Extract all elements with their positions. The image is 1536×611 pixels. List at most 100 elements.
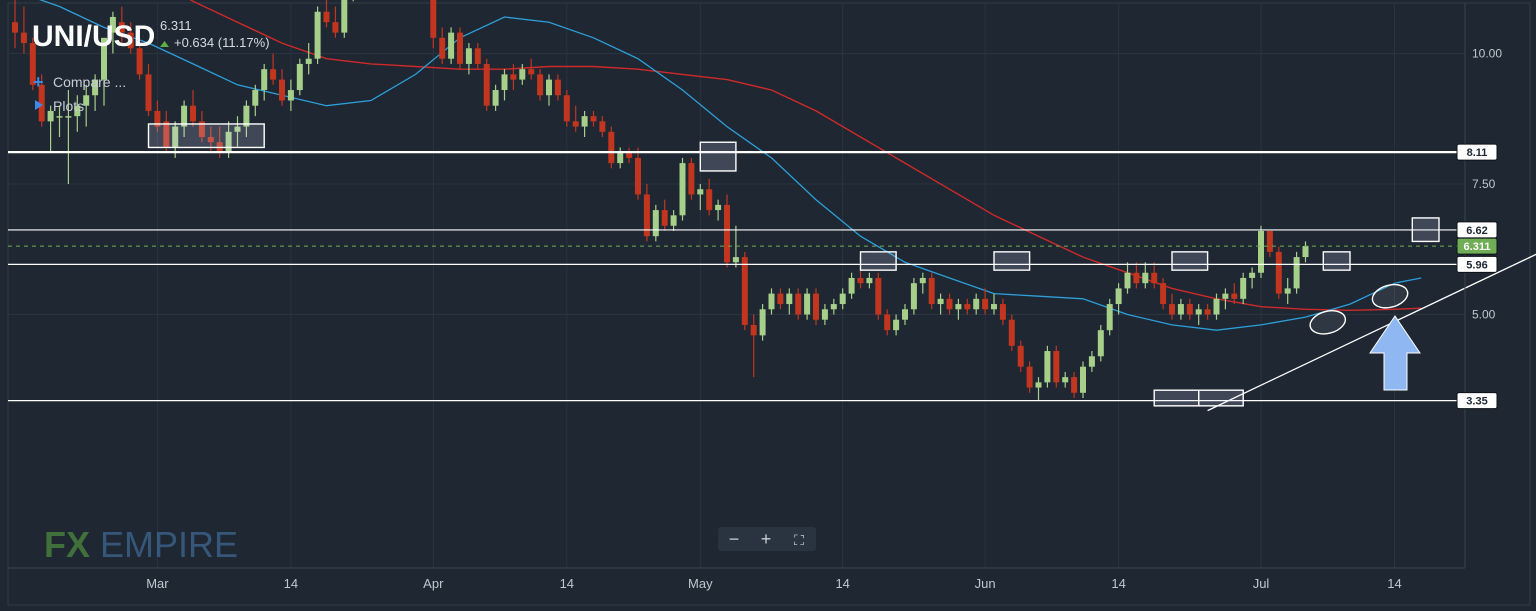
candle-body (314, 11, 321, 59)
up-arrow-icon (1369, 315, 1421, 391)
candle-body (1284, 288, 1291, 294)
up-arrow-icon (160, 41, 169, 47)
highlight-box (859, 251, 897, 271)
price-tag-label: 8.11 (1467, 147, 1488, 159)
candle-body (198, 121, 205, 138)
candle-body (20, 32, 27, 44)
candle-body (830, 304, 837, 310)
candle-body (1293, 257, 1300, 289)
candle-body (546, 79, 552, 96)
candle-body (777, 293, 784, 305)
x-tick-label: 14 (1387, 576, 1401, 591)
candle-body (839, 293, 846, 305)
candle-body (1249, 272, 1256, 278)
price-tag-box (1456, 237, 1498, 255)
chart-frame (7, 2, 1531, 606)
candle-body (1231, 293, 1238, 299)
candle-body (919, 277, 926, 284)
candle-body (1088, 356, 1095, 367)
fast-moving-average-line (38, 0, 1422, 331)
candle-body (1302, 246, 1309, 258)
candle-body (305, 58, 312, 64)
candle-body (1151, 272, 1158, 284)
candle-body (163, 121, 170, 148)
support-resistance-lines (8, 151, 1457, 402)
candle-body (457, 32, 463, 64)
zoom-controls-bg (718, 527, 816, 551)
candle-body (884, 314, 891, 331)
zoom-controls: − + ⛶ (718, 527, 816, 551)
candle-body (928, 277, 935, 305)
candle-body (652, 210, 659, 237)
x-tick-label: Mar (146, 576, 169, 591)
price-tag-label: 3.35 (1466, 396, 1487, 408)
candle-body (750, 324, 757, 336)
candle-body (1017, 345, 1024, 367)
y-tick-label: 10.00 (1472, 47, 1502, 61)
compare-button[interactable]: Compare ... (53, 74, 126, 90)
candle-body (465, 48, 472, 64)
candle-body (1222, 293, 1229, 299)
candle-body (118, 22, 125, 33)
candle-body (501, 74, 508, 91)
candle-body (554, 79, 561, 96)
zoom-out-button[interactable]: − (729, 529, 740, 549)
candle-body (287, 90, 294, 101)
highlight-box (699, 141, 737, 172)
candle-body (1160, 283, 1167, 305)
candle-body (1213, 298, 1220, 315)
candle-body (991, 304, 997, 310)
candle-body (768, 293, 775, 310)
candle-body (1062, 377, 1069, 383)
highlight-box (1411, 217, 1440, 243)
symbol-title: UNI/USD (32, 20, 155, 53)
candle-body (617, 152, 624, 164)
candle-body (1053, 351, 1060, 383)
candle-body (643, 194, 650, 237)
candle-body (1124, 272, 1131, 289)
candle-body (626, 152, 633, 158)
zoom-in-button[interactable]: + (761, 529, 772, 549)
price-tag-box (1456, 255, 1498, 273)
moving-averages (38, 0, 1422, 331)
price-tag-label: 5.96 (1466, 259, 1487, 271)
candle-body (172, 126, 179, 148)
candle-body (706, 189, 713, 211)
plots-button[interactable]: Plots (53, 98, 84, 114)
candle-body (821, 309, 828, 320)
candle-body (296, 63, 303, 91)
candle-body (679, 163, 686, 216)
candle-body (759, 309, 766, 336)
candle-body (1240, 277, 1247, 299)
chart-header: UNI/USD 6.311 +0.634 (11.17%) + Compare … (32, 18, 270, 114)
candle-body (101, 37, 107, 80)
candle-body (1133, 272, 1140, 284)
candle-body (697, 189, 704, 195)
fullscreen-button[interactable]: ⛶ (794, 532, 804, 548)
candle-body (804, 293, 811, 315)
price-tag: 6.62 (1456, 221, 1498, 239)
candle-body (448, 32, 455, 59)
highlight-box (993, 251, 1031, 271)
highlight-box (1171, 251, 1209, 271)
candle-body (813, 293, 819, 320)
higher-low-ellipse (1371, 283, 1409, 309)
plus-icon[interactable]: + (33, 72, 44, 92)
candle-body (964, 304, 971, 310)
x-tick-label: May (688, 576, 713, 591)
candle-body (910, 283, 917, 310)
candle-body (510, 74, 517, 80)
candle-body (243, 105, 250, 127)
candle-body (474, 48, 481, 64)
candle-body (581, 116, 588, 127)
play-icon[interactable] (35, 100, 43, 110)
candle-body (252, 90, 259, 106)
candle-body (893, 319, 900, 331)
highlight-box (1153, 389, 1200, 407)
candle-body (999, 304, 1006, 320)
price-tag-box (1456, 392, 1498, 410)
annotations (147, 123, 1536, 412)
candle-body (74, 105, 81, 117)
